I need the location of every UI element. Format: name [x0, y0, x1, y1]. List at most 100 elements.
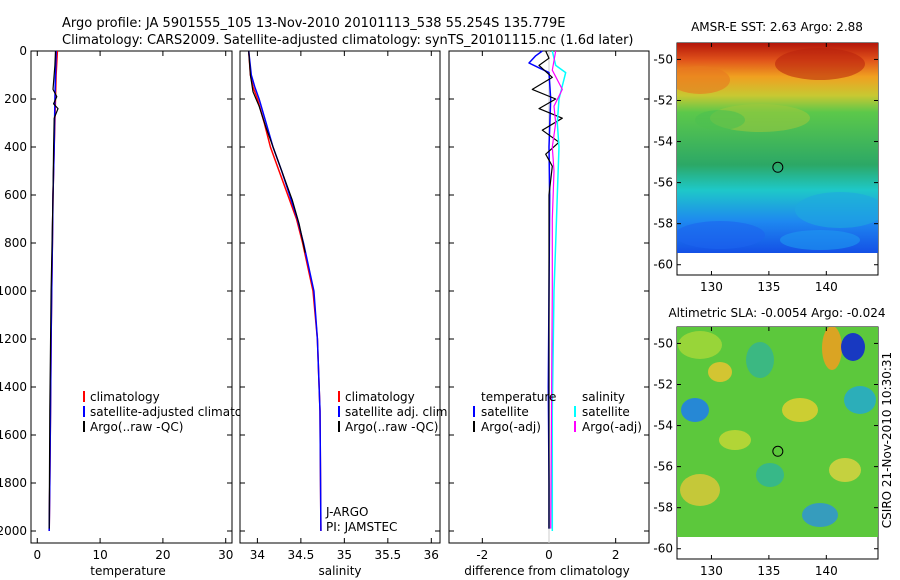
- y-tick-label: 1600: [0, 428, 27, 442]
- sla-feature-high: [708, 362, 732, 382]
- sla-feature-high: [678, 331, 722, 359]
- map-x-tick-label: 130: [700, 280, 723, 294]
- legend-label-temp-satellite: satellite: [481, 405, 529, 419]
- x-tick-label: 2: [612, 548, 620, 562]
- sst-map-field: [677, 43, 878, 253]
- y-tick-label: 800: [4, 236, 27, 250]
- y-tick-label: 1800: [0, 476, 27, 490]
- legend-title-temperature: temperature: [481, 390, 556, 404]
- x-tick-label: 36: [424, 548, 439, 562]
- difference-x-axis: -2 0 2: [449, 50, 649, 562]
- figure-title-line2: Climatology: CARS2009. Satellite-adjuste…: [62, 33, 634, 48]
- sla-feature-low: [802, 503, 838, 527]
- sst-map-title: AMSR-E SST: 2.63 Argo: 2.88: [691, 20, 863, 34]
- map-y-tick-label: -54: [653, 419, 673, 433]
- legend-label-temp-argo: Argo(-adj): [481, 420, 541, 434]
- map-y-tick-label: -52: [653, 93, 673, 107]
- temperature-y-axis: 0 200 400 600 800 1000 1200 1400 1600 1800 2000: [0, 44, 27, 538]
- sla-map-axes: 130 135 140 -50 -52 -54 -56 -58 -60: [653, 327, 878, 578]
- salinity-xlabel: salinity: [318, 564, 361, 578]
- side-timestamp-label: CSIRO 21-Nov-2010 10:30:31: [880, 352, 894, 528]
- sla-feature-high: [782, 398, 818, 422]
- y-tick-label: 1000: [0, 284, 27, 298]
- y-tick-label: 0: [19, 44, 27, 58]
- map-y-tick-label: -58: [653, 501, 673, 515]
- legend-label-satellite: satellite-adjusted climatology: [90, 405, 268, 419]
- sla-feature-high: [719, 430, 751, 450]
- y-tick-label: 400: [4, 140, 27, 154]
- temperature-panel: 0 200 400 600 800 1000 1200 1400 1600 1800 2000 0 1…: [0, 44, 268, 578]
- temperature-x-axis: 0 10 20 30: [31, 50, 233, 562]
- y-tick-label: 1200: [0, 332, 27, 346]
- series-line-argo-raw-qc-: [248, 50, 306, 253]
- x-tick-label: 30: [218, 548, 233, 562]
- sst-map-axes: 130 135 140 -50 -52 -54 -56 -58 -60: [653, 43, 878, 294]
- map-x-tick-label: 135: [757, 280, 780, 294]
- sla-feature-low: [844, 386, 876, 414]
- sst-feature-warm: [775, 48, 865, 80]
- salinity-series: [247, 50, 322, 532]
- sla-map-panel: Altimetric SLA: -0.0054 Argo: -0.024 130…: [653, 306, 885, 578]
- temperature-axes-box: [30, 50, 233, 544]
- salinity-axes-box: [239, 50, 441, 544]
- argo-location-marker: [772, 161, 784, 173]
- map-x-tick-label: 140: [815, 564, 838, 578]
- sla-feature-high: [829, 458, 861, 482]
- salinity-legend: climatology satellite adj. clim. Argo(..…: [338, 390, 451, 434]
- map-y-tick-label: -50: [653, 336, 673, 350]
- sst-map-panel: AMSR-E SST: 2.63 Argo: 2.88 130 135 140 -50…: [653, 20, 879, 294]
- temperature-xlabel: temperature: [90, 564, 165, 578]
- map-y-tick-label: -56: [653, 460, 673, 474]
- sst-feature-cold: [677, 221, 765, 249]
- difference-xlabel: difference from climatology: [464, 564, 630, 578]
- legend-label-sal-argo: Argo(-adj): [582, 420, 642, 434]
- salinity-annotation-pi: PI: JAMSTEC: [326, 520, 397, 534]
- sst-feature-cold: [780, 230, 860, 250]
- x-tick-label: 10: [92, 548, 107, 562]
- map-y-tick-label: -54: [653, 135, 673, 149]
- x-tick-label: 0: [33, 548, 41, 562]
- map-y-tick-label: -50: [653, 52, 673, 66]
- difference-legend: temperature satellite Argo(-adj) salinit…: [473, 390, 642, 434]
- x-tick-label: -2: [476, 548, 488, 562]
- figure-title-line1: Argo profile: JA 5901555_105 13-Nov-2010…: [62, 16, 566, 31]
- map-x-tick-label: 130: [700, 564, 723, 578]
- sla-map-field: [677, 327, 878, 537]
- x-tick-label: 20: [155, 548, 170, 562]
- difference-series: [528, 50, 567, 543]
- map-y-tick-label: -60: [653, 542, 673, 556]
- sst-feature-warm: [677, 66, 730, 94]
- x-tick-label: 35.5: [374, 548, 401, 562]
- salinity-panel: 34 34.5 35 35.5 36 salinity climatology sate…: [239, 50, 451, 578]
- map-x-tick-label: 140: [815, 280, 838, 294]
- legend-label-satellite: satellite adj. clim.: [345, 405, 451, 419]
- map-y-tick-label: -60: [653, 258, 673, 272]
- salinity-annotation-program: J-ARGO: [325, 505, 368, 519]
- x-tick-label: 34.5: [288, 548, 315, 562]
- y-tick-label: 200: [4, 92, 27, 106]
- sst-feature-cool: [795, 192, 878, 228]
- x-tick-label: 35: [337, 548, 352, 562]
- sla-feature-low: [746, 342, 774, 378]
- y-tick-label: 1400: [0, 380, 27, 394]
- y-tick-label: 2000: [0, 524, 27, 538]
- sla-feature-high: [822, 327, 842, 370]
- legend-label-sal-satellite: satellite: [582, 405, 630, 419]
- sla-map-title: Altimetric SLA: -0.0054 Argo: -0.024: [668, 306, 885, 320]
- x-tick-label: 34: [250, 548, 265, 562]
- legend-label-climatology: climatology: [90, 390, 160, 404]
- y-tick-label: 600: [4, 188, 27, 202]
- argo-location-marker: [772, 445, 784, 457]
- temperature-series: [48, 50, 59, 532]
- map-y-tick-label: -52: [653, 377, 673, 391]
- legend-label-climatology: climatology: [345, 390, 415, 404]
- sla-feature-low: [756, 463, 784, 487]
- series-line-temperature-argo-adj-: [531, 50, 563, 529]
- sla-feature-low: [681, 398, 709, 422]
- sla-feature-high: [680, 474, 720, 506]
- map-y-tick-label: -58: [653, 217, 673, 231]
- legend-title-salinity: salinity: [582, 390, 625, 404]
- series-line-salinity-satellite: [551, 50, 567, 531]
- sst-feature-mid: [695, 110, 745, 130]
